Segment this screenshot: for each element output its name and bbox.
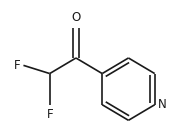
Text: F: F: [14, 59, 20, 72]
Text: O: O: [71, 11, 81, 24]
Text: N: N: [158, 98, 166, 111]
Text: F: F: [46, 108, 53, 121]
